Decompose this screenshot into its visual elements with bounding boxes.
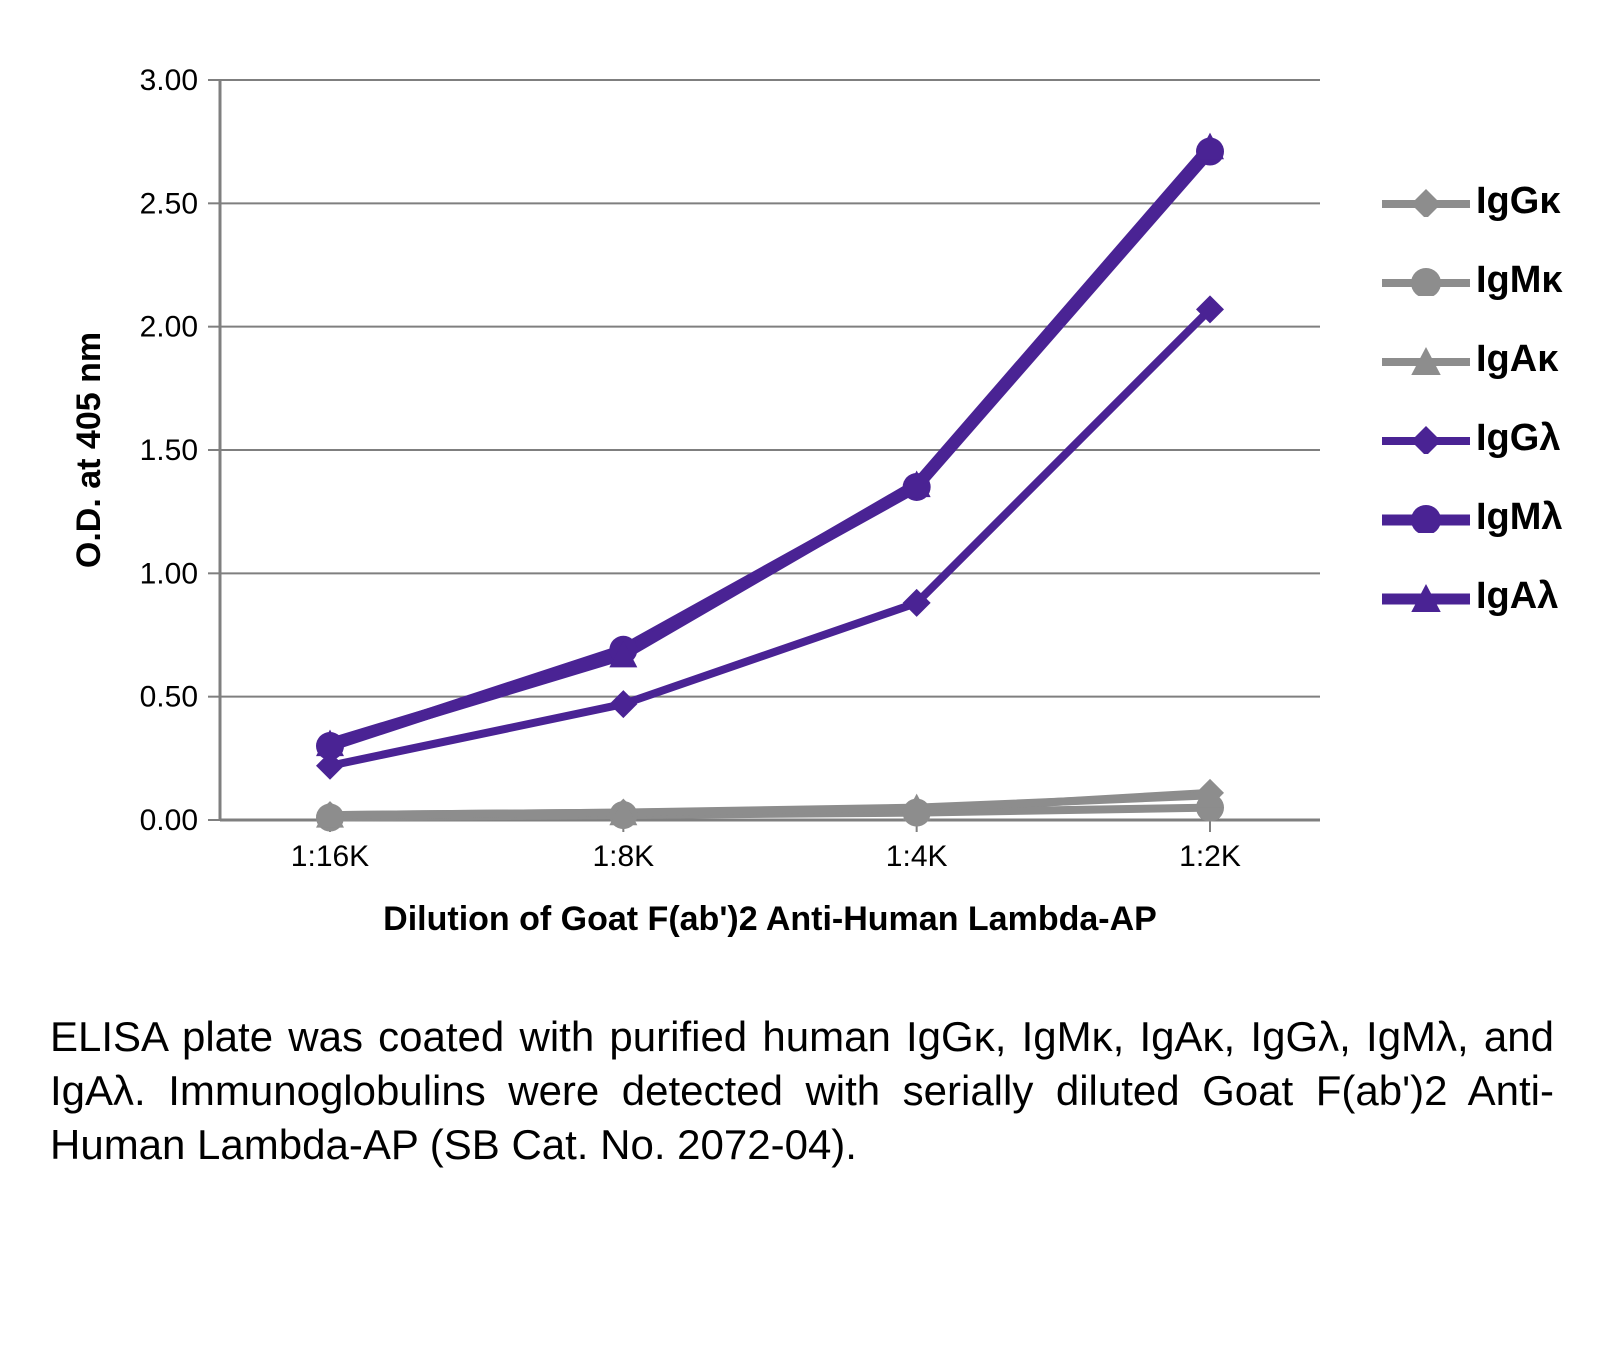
figure-container: 0.00 0.50 1.00 1.50 2.00 2.50 3.00 1:16K 1:8K 1:4…: [0, 0, 1604, 1211]
svg-text:O.D. at 405 nm: O.D. at 405 nm: [70, 332, 108, 568]
legend-label: IgMλ: [1476, 496, 1563, 539]
svg-text:Dilution of Goat F(ab')2 Anti-: Dilution of Goat F(ab')2 Anti-Human Lamb…: [383, 900, 1157, 938]
legend-swatch-icon: [1380, 187, 1470, 217]
svg-text:3.00: 3.00: [140, 64, 198, 97]
legend-item: IgMλ: [1380, 496, 1563, 539]
svg-text:1:8K: 1:8K: [592, 840, 654, 873]
line-chart: 0.00 0.50 1.00 1.50 2.00 2.50 3.00 1:16K 1:8K 1:4…: [50, 40, 1360, 965]
legend-swatch-icon: [1380, 424, 1470, 454]
svg-text:1:4K: 1:4K: [886, 840, 948, 873]
legend-label: IgGκ: [1476, 180, 1561, 223]
legend-swatch-icon: [1380, 345, 1470, 375]
legend-item: IgAκ: [1380, 338, 1563, 381]
legend-swatch-icon: [1380, 503, 1470, 533]
legend-item: IgMκ: [1380, 259, 1563, 302]
legend-label: IgAκ: [1476, 338, 1558, 381]
legend-item: IgAλ: [1380, 575, 1563, 618]
svg-text:1:16K: 1:16K: [291, 840, 369, 873]
legend-swatch-icon: [1380, 582, 1470, 612]
legend-item: IgGκ: [1380, 180, 1563, 223]
svg-text:1:2K: 1:2K: [1179, 840, 1241, 873]
legend: IgGκ IgMκ IgAκ IgGλ IgMλ IgAλ: [1380, 180, 1563, 618]
caption-text: ELISA plate was coated with purified hum…: [50, 1010, 1554, 1171]
svg-text:2.50: 2.50: [140, 187, 198, 220]
legend-label: IgMκ: [1476, 259, 1563, 302]
svg-text:0.00: 0.00: [140, 804, 198, 837]
svg-text:1.50: 1.50: [140, 434, 198, 467]
chart-row: 0.00 0.50 1.00 1.50 2.00 2.50 3.00 1:16K 1:8K 1:4…: [50, 40, 1554, 965]
svg-text:2.00: 2.00: [140, 311, 198, 344]
legend-label: IgAλ: [1476, 575, 1558, 618]
legend-swatch-icon: [1380, 266, 1470, 296]
legend-label: IgGλ: [1476, 417, 1560, 460]
svg-text:0.50: 0.50: [140, 681, 198, 714]
chart-svg: 0.00 0.50 1.00 1.50 2.00 2.50 3.00 1:16K 1:8K 1:4…: [50, 40, 1360, 960]
svg-text:1.00: 1.00: [140, 557, 198, 590]
legend-item: IgGλ: [1380, 417, 1563, 460]
